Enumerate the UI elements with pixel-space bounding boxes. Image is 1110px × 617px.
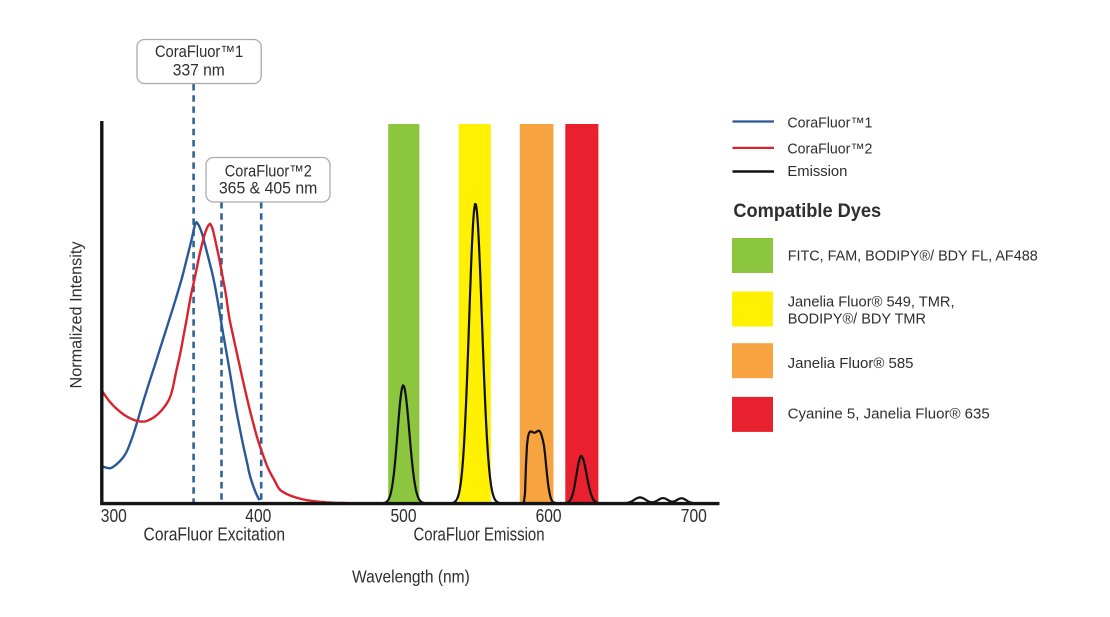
svg-text:CoraFluor Emission: CoraFluor Emission [414,525,545,545]
svg-text:CoraFluor Excitation: CoraFluor Excitation [144,525,286,545]
svg-text:300: 300 [101,505,127,526]
svg-text:400: 400 [245,505,271,526]
svg-text:CoraFluor™2: CoraFluor™2 [225,162,312,180]
svg-text:700: 700 [681,505,707,526]
svg-text:BODIPY®/ BDY TMR: BODIPY®/ BDY TMR [788,311,926,327]
svg-text:Janelia Fluor® 549, TMR,: Janelia Fluor® 549, TMR, [788,294,955,310]
svg-text:Janelia Fluor® 585: Janelia Fluor® 585 [788,356,914,372]
svg-text:Normalized Intensity: Normalized Intensity [68,241,86,389]
svg-text:Emission: Emission [787,164,847,180]
svg-text:600: 600 [536,505,562,526]
svg-text:Compatible Dyes: Compatible Dyes [733,201,881,222]
svg-text:CoraFluor™1: CoraFluor™1 [787,115,872,131]
svg-text:500: 500 [391,505,417,526]
svg-text:337 nm: 337 nm [173,62,225,80]
svg-text:Wavelength (nm): Wavelength (nm) [352,566,470,586]
svg-text:365 & 405 nm: 365 & 405 nm [219,179,318,197]
svg-text:CoraFluor™2: CoraFluor™2 [787,141,872,157]
svg-text:Cyanine 5, Janelia Fluor® 635: Cyanine 5, Janelia Fluor® 635 [788,407,990,423]
svg-text:FITC, FAM, BODIPY®/ BDY FL, AF: FITC, FAM, BODIPY®/ BDY FL, AF488 [788,248,1038,264]
svg-text:CoraFluor™1: CoraFluor™1 [155,43,243,61]
